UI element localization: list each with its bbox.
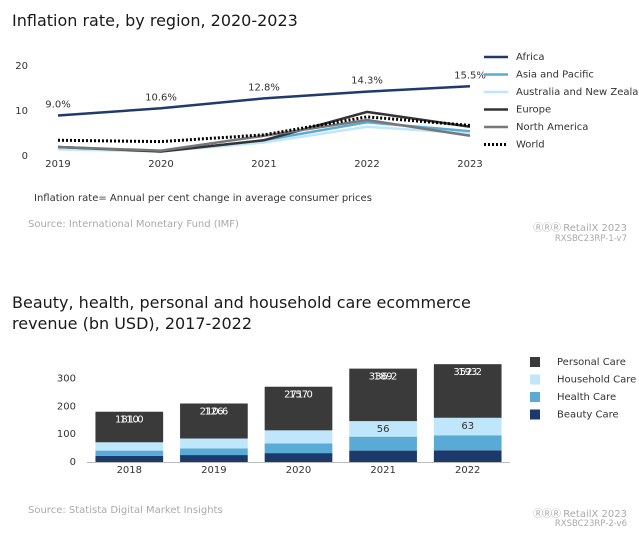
legend-swatch (530, 409, 540, 420)
legend-label: Africa (516, 52, 545, 63)
total-label: 181.0 (115, 415, 144, 426)
data-label: 189 (374, 372, 393, 383)
y-tick-label: 300 (57, 374, 76, 385)
bar-segment (433, 450, 502, 462)
y-tick-label: 0 (22, 151, 28, 162)
legend-label: Personal Care (557, 357, 626, 368)
bar-segment (349, 450, 417, 462)
bar-segment (433, 435, 502, 451)
annotation: Inflation rate= Annual per cent change i… (34, 193, 372, 204)
data-label: 10.6% (145, 92, 177, 103)
legend-swatch (530, 374, 540, 385)
data-label: 157 (289, 390, 308, 401)
data-label: 14.3% (351, 76, 383, 87)
bar-segment (349, 421, 417, 437)
code: RXSBC23RP-2-v6 (554, 519, 627, 529)
legend-label: Australia and New Zealand (516, 87, 639, 98)
legend-swatch (530, 357, 540, 367)
brand-text: RetailX 2023 (563, 509, 627, 520)
data-label: 110 (120, 415, 139, 426)
data-label: 15.5% (454, 70, 486, 81)
brand-text: RetailX 2023 (563, 223, 627, 234)
total-label: 352.2 (453, 367, 482, 378)
y-tick-label: 20 (15, 61, 28, 72)
chart-title: Beauty, health, personal and household c… (12, 293, 471, 333)
bar-segment (95, 450, 164, 456)
legend-label: Health Care (557, 392, 616, 403)
x-tick-label: 2022 (354, 159, 379, 170)
line (57, 110, 471, 153)
legend-label: Household Care (557, 375, 636, 386)
x-tick-label: 2022 (455, 465, 480, 476)
bar-segment (180, 438, 248, 449)
data-label: 56 (377, 424, 390, 435)
bar-segment (264, 453, 333, 462)
brand: ⓇⓇⓇ RetailX 2023 (533, 509, 627, 520)
chart-title: Inflation rate, by region, 2020-2023 (12, 11, 298, 30)
bar-segment (349, 436, 417, 451)
source: Source: Statista Digital Market Insights (28, 505, 223, 516)
x-tick-label: 2020 (286, 465, 311, 476)
bar-segment (264, 430, 333, 444)
total-label: 271.0 (284, 390, 313, 401)
y-tick-label: 200 (57, 401, 76, 412)
y-tick-label: 0 (70, 457, 76, 468)
brand: ⓇⓇⓇ RetailX 2023 (533, 223, 627, 234)
x-tick-label: 2023 (457, 159, 482, 170)
data-label: 193 (458, 367, 477, 378)
bar-segment (180, 403, 248, 439)
legend-label: North America (516, 122, 588, 133)
x-tick-label: 2019 (201, 465, 226, 476)
bar-segment (433, 364, 502, 418)
legend-label: Beauty Care (557, 410, 619, 421)
legend-swatch (530, 392, 540, 402)
y-tick-label: 100 (57, 429, 76, 440)
x-tick-label: 2021 (251, 159, 276, 170)
bar-segment (264, 386, 333, 431)
bar-segment (95, 455, 164, 462)
total-label: 336.2 (369, 372, 398, 383)
x-tick-label: 2018 (117, 465, 142, 476)
legend-label: World (516, 140, 545, 151)
code: RXSBC23RP-1-v7 (554, 234, 627, 244)
legend-label: Europe (516, 105, 551, 116)
bar-segment (264, 443, 333, 454)
source: Source: International Monetary Fund (IMF… (28, 219, 239, 230)
line (57, 85, 471, 117)
bar-segment (95, 411, 164, 443)
data-label: 9.0% (45, 100, 70, 111)
total-label: 210.6 (200, 407, 229, 418)
data-label: 63 (461, 421, 474, 432)
x-tick-label: 2021 (370, 465, 395, 476)
data-label: 126 (204, 407, 223, 418)
bar-segment (180, 448, 248, 456)
bar-segment (95, 442, 164, 451)
line (57, 118, 471, 152)
line (57, 115, 471, 144)
bar-segment (433, 417, 502, 436)
x-tick-label: 2019 (45, 159, 70, 170)
bar-segment (349, 368, 417, 422)
x-tick-label: 2020 (148, 159, 173, 170)
data-label: 12.8% (248, 82, 280, 93)
y-tick-label: 10 (15, 106, 28, 117)
bar-segment (180, 455, 248, 462)
legend-label: Asia and Pacific (516, 70, 594, 81)
